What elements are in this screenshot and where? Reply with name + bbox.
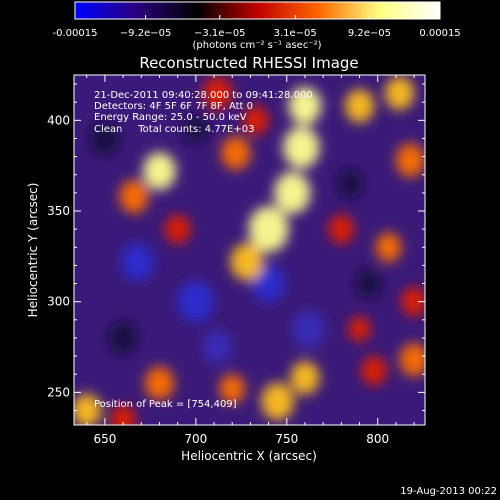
- negative-lobe: [252, 264, 285, 303]
- annotation-block: 21-Dec-2011 09:40:28.000 to 09:41:28.000…: [94, 90, 313, 135]
- bright-source: [344, 89, 375, 123]
- bright-source: [143, 152, 176, 190]
- bright-source: [221, 136, 251, 170]
- bright-source: [395, 143, 425, 177]
- y-axis-label: Heliocentric Y (arcsec): [26, 183, 40, 318]
- heatmap-image: [74, 75, 425, 425]
- bright-source: [248, 206, 289, 253]
- x-tick-label: 700: [184, 432, 207, 446]
- bright-source: [288, 87, 322, 125]
- bright-source: [375, 232, 402, 262]
- colorbar-tick-label: −3.1e−05: [194, 28, 246, 39]
- negative-lobe: [121, 242, 155, 281]
- bright-source: [110, 404, 136, 425]
- peak-position-label: Position of Peak = [754,409]: [94, 399, 237, 410]
- colorbar-tick-label: 9.2e−05: [348, 28, 391, 39]
- x-tick-label: 650: [93, 432, 116, 446]
- y-tick-label: 300: [47, 295, 70, 309]
- y-tick-label: 400: [47, 113, 70, 127]
- bright-source: [164, 214, 191, 244]
- annotation-energy-range: Energy Range: 25.0 - 50.0 keV: [94, 112, 247, 123]
- bright-source: [401, 287, 425, 317]
- negative-lobe: [90, 121, 120, 156]
- y-tick-label: 250: [47, 385, 70, 399]
- bright-source: [399, 342, 425, 377]
- bright-source: [261, 382, 295, 421]
- bright-source: [219, 374, 245, 404]
- colorbar-unit-label: (photons cm⁻² s⁻¹ asec⁻²): [192, 40, 321, 51]
- bright-source: [348, 316, 371, 342]
- negative-lobe: [108, 321, 138, 355]
- colorbar-tick-label: −9.2e−05: [120, 28, 172, 39]
- bright-source: [243, 105, 269, 135]
- bright-source: [74, 393, 102, 425]
- colorbar-gradient: [74, 1, 441, 20]
- colorbar: -0.00015 −9.2e−05 −3.1e−05 3.1e−05 9.2e−05 0.…: [53, 1, 461, 51]
- x-axis-label: Heliocentric X (arcsec): [181, 449, 317, 463]
- colorbar-tick-label: 3.1e−05: [274, 28, 317, 39]
- annotation-clean-counts: Clean Total counts: 4.77E+03: [94, 124, 254, 135]
- bright-source: [144, 366, 175, 401]
- negative-lobe: [183, 114, 209, 145]
- colorbar-tick-label: 0.00015: [419, 28, 460, 39]
- bright-source: [290, 361, 320, 395]
- bright-source: [203, 76, 233, 110]
- annotation-time-range: 21-Dec-2011 09:40:28.000 to 09:41:28.000: [94, 90, 313, 101]
- negative-lobe: [355, 268, 382, 299]
- axis-ticks: 650 700 750 800 250 300 350 400: [47, 75, 425, 446]
- bright-source: [230, 242, 264, 281]
- colorbar-ticks: [74, 15, 441, 19]
- bright-source: [283, 126, 320, 169]
- chart-title: Reconstructed RHESSI Image: [139, 54, 358, 72]
- colorbar-tick-label: -0.00015: [53, 28, 98, 39]
- bright-source: [274, 171, 311, 214]
- bright-source: [361, 355, 387, 386]
- x-tick-label: 750: [275, 432, 298, 446]
- y-tick-label: 350: [47, 204, 70, 218]
- negative-lobe: [292, 310, 325, 348]
- annotation-detectors: Detectors: 4F 5F 6F 7F 8F, Att 0: [94, 101, 253, 112]
- negative-lobe: [337, 169, 364, 199]
- x-tick-label: 800: [366, 432, 389, 446]
- bright-source: [119, 179, 149, 214]
- negative-lobe: [203, 330, 233, 364]
- colorbar-tick-labels: -0.00015 −9.2e−05 −3.1e−05 3.1e−05 9.2e−05 0.…: [53, 28, 461, 39]
- footer-date: 19-Aug-2013 00:22: [400, 486, 497, 497]
- bright-source: [384, 76, 415, 110]
- plot-frame: [73, 74, 426, 426]
- negative-lobe: [177, 280, 215, 323]
- bright-source: [328, 214, 355, 244]
